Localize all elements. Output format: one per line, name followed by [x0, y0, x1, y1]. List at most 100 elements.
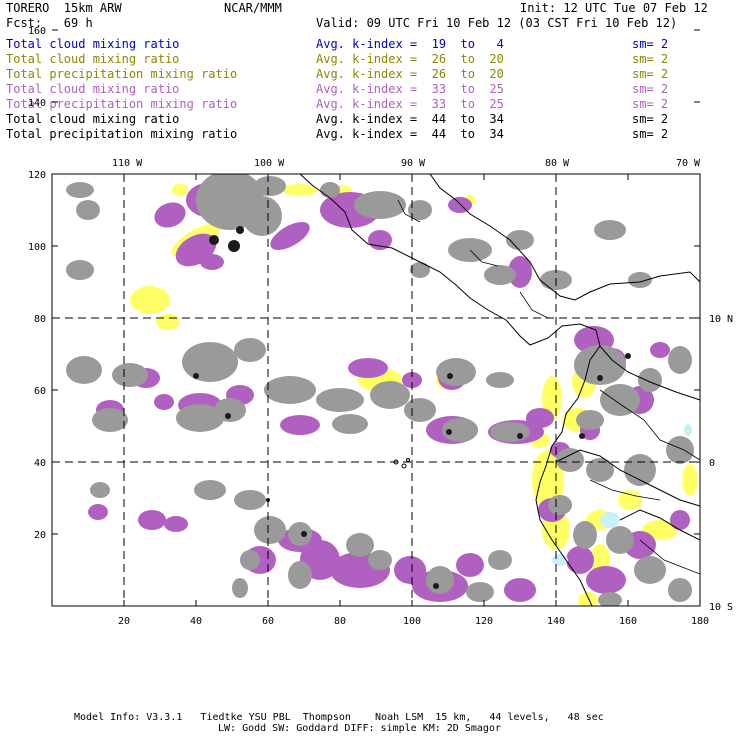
yellow-field-blob	[282, 184, 318, 196]
legend-smoothing: sm= 2	[632, 82, 669, 96]
dark-cores	[193, 226, 631, 589]
gray-field-blob	[194, 480, 226, 500]
gray-field-blob	[92, 408, 128, 432]
gray-field-blob	[628, 272, 652, 288]
gray-field-blob	[668, 346, 692, 374]
dark-core-blob	[301, 531, 307, 537]
y-tick-label: 140	[28, 98, 46, 109]
yellow-field-blob	[578, 592, 598, 606]
yellow-field-blob	[682, 464, 698, 496]
gray-field-blob	[66, 356, 102, 384]
cyan-field-blob	[684, 424, 692, 436]
purple-field-blob	[402, 372, 422, 388]
dark-core-blob	[228, 240, 240, 252]
legend-kindex: Avg. k-index = 33 to 25	[316, 97, 504, 111]
gray-field-blob	[354, 191, 406, 219]
dark-core-blob	[517, 433, 523, 439]
dark-core-blob	[225, 413, 231, 419]
gray-field-blob	[254, 516, 286, 544]
dark-core-blob	[236, 226, 244, 234]
gray-field-blob	[556, 448, 584, 472]
lat-label: 10 N	[709, 314, 733, 325]
gray-field-blob	[320, 182, 340, 198]
gray-field-blob	[600, 384, 640, 416]
legend-label: Total cloud mixing ratio	[6, 82, 180, 96]
y-tick-label: 80	[34, 314, 46, 325]
lat-label: 10 S	[709, 602, 733, 613]
purple-field-blob	[526, 408, 554, 428]
gray-field-blob	[404, 398, 436, 422]
gray-field-blob	[574, 345, 626, 385]
borders	[397, 199, 700, 575]
y-tick-label: 120	[28, 170, 46, 181]
forecast-hour: Fcst: 69 h	[6, 16, 93, 30]
gray-field-blob	[484, 265, 516, 285]
x-tick-label: 100	[403, 616, 421, 627]
x-tick-label: 20	[118, 616, 130, 627]
gray-field-blob	[176, 404, 224, 432]
legend-kindex: Avg. k-index = 26 to 20	[316, 67, 504, 81]
model-title: TORERO 15km ARW	[6, 1, 122, 15]
gray-field-blob	[254, 176, 286, 196]
legend-kindex: Avg. k-index = 44 to 34	[316, 112, 504, 126]
x-tick-label: 140	[547, 616, 565, 627]
gray-field-blob	[182, 342, 238, 382]
legend-label: Total precipitation mixing ratio	[6, 97, 238, 111]
gray-field-blob	[288, 522, 312, 546]
dark-core-blob	[597, 375, 603, 381]
yellow-field-blob	[542, 376, 562, 420]
legend-label: Total cloud mixing ratio	[6, 52, 180, 66]
lon-label: 100 W	[254, 158, 285, 169]
legend-label: Total cloud mixing ratio	[6, 37, 180, 51]
gray-field-blob	[442, 418, 478, 442]
legend-smoothing: sm= 2	[632, 112, 669, 126]
gray-field-blob	[76, 200, 100, 220]
x-tick-label: 80	[334, 616, 346, 627]
legend-kindex: Avg. k-index = 26 to 20	[316, 52, 504, 66]
galapagos-islands	[393, 458, 410, 469]
legend-smoothing: sm= 2	[632, 97, 669, 111]
gray-field-blob	[506, 230, 534, 250]
lon-label: 90 W	[401, 158, 426, 169]
purple-field-blob	[504, 578, 536, 602]
legend-smoothing: sm= 2	[632, 52, 669, 66]
dark-core-blob	[625, 353, 631, 359]
gray-field-blob	[573, 521, 597, 549]
yellow-field-blob	[172, 184, 188, 196]
axis-ticks	[52, 29, 701, 606]
dark-core-blob	[209, 235, 219, 245]
gray-field-blob	[66, 260, 94, 280]
yellow-field-blob	[130, 286, 170, 314]
purple-field-blob	[270, 222, 310, 250]
legend-smoothing: sm= 2	[632, 67, 669, 81]
y-tick-label: 40	[34, 458, 46, 469]
y-tick-label: 20	[34, 530, 46, 541]
gray-field-blob	[598, 592, 622, 606]
gray-field-blob	[240, 550, 260, 570]
gray-field-blob	[316, 388, 364, 412]
purple-field-blob	[154, 202, 186, 228]
purple-field-blob	[566, 546, 594, 574]
gray-field-blob	[586, 458, 614, 482]
purple-field-blob	[456, 553, 484, 577]
legend-smoothing: sm= 2	[632, 127, 669, 141]
x-tick-label: 60	[262, 616, 274, 627]
gray-field-blob	[66, 182, 94, 198]
lon-label: 70 W	[676, 158, 701, 169]
gray-field-blob	[368, 550, 392, 570]
lat-label: 0	[709, 458, 715, 469]
gray-field-blob	[214, 398, 246, 422]
footer-physics-info: LW: Godd SW: Goddard DIFF: simple KM: 2D…	[218, 723, 501, 734]
yellow-field-blob	[618, 490, 642, 510]
gray-field-blob	[264, 376, 316, 404]
gray-field-blob	[408, 200, 432, 220]
lat-lon-grid	[52, 174, 700, 606]
legend-kindex: Avg. k-index = 33 to 25	[316, 82, 504, 96]
purple-field-blob	[164, 516, 188, 532]
lon-label: 110 W	[112, 158, 143, 169]
gray-field-blob	[634, 556, 666, 584]
purple-field-blob	[348, 358, 388, 378]
gray-field-blob	[576, 410, 604, 430]
dark-core-blob	[193, 373, 199, 379]
gray-field-blob	[112, 363, 148, 387]
